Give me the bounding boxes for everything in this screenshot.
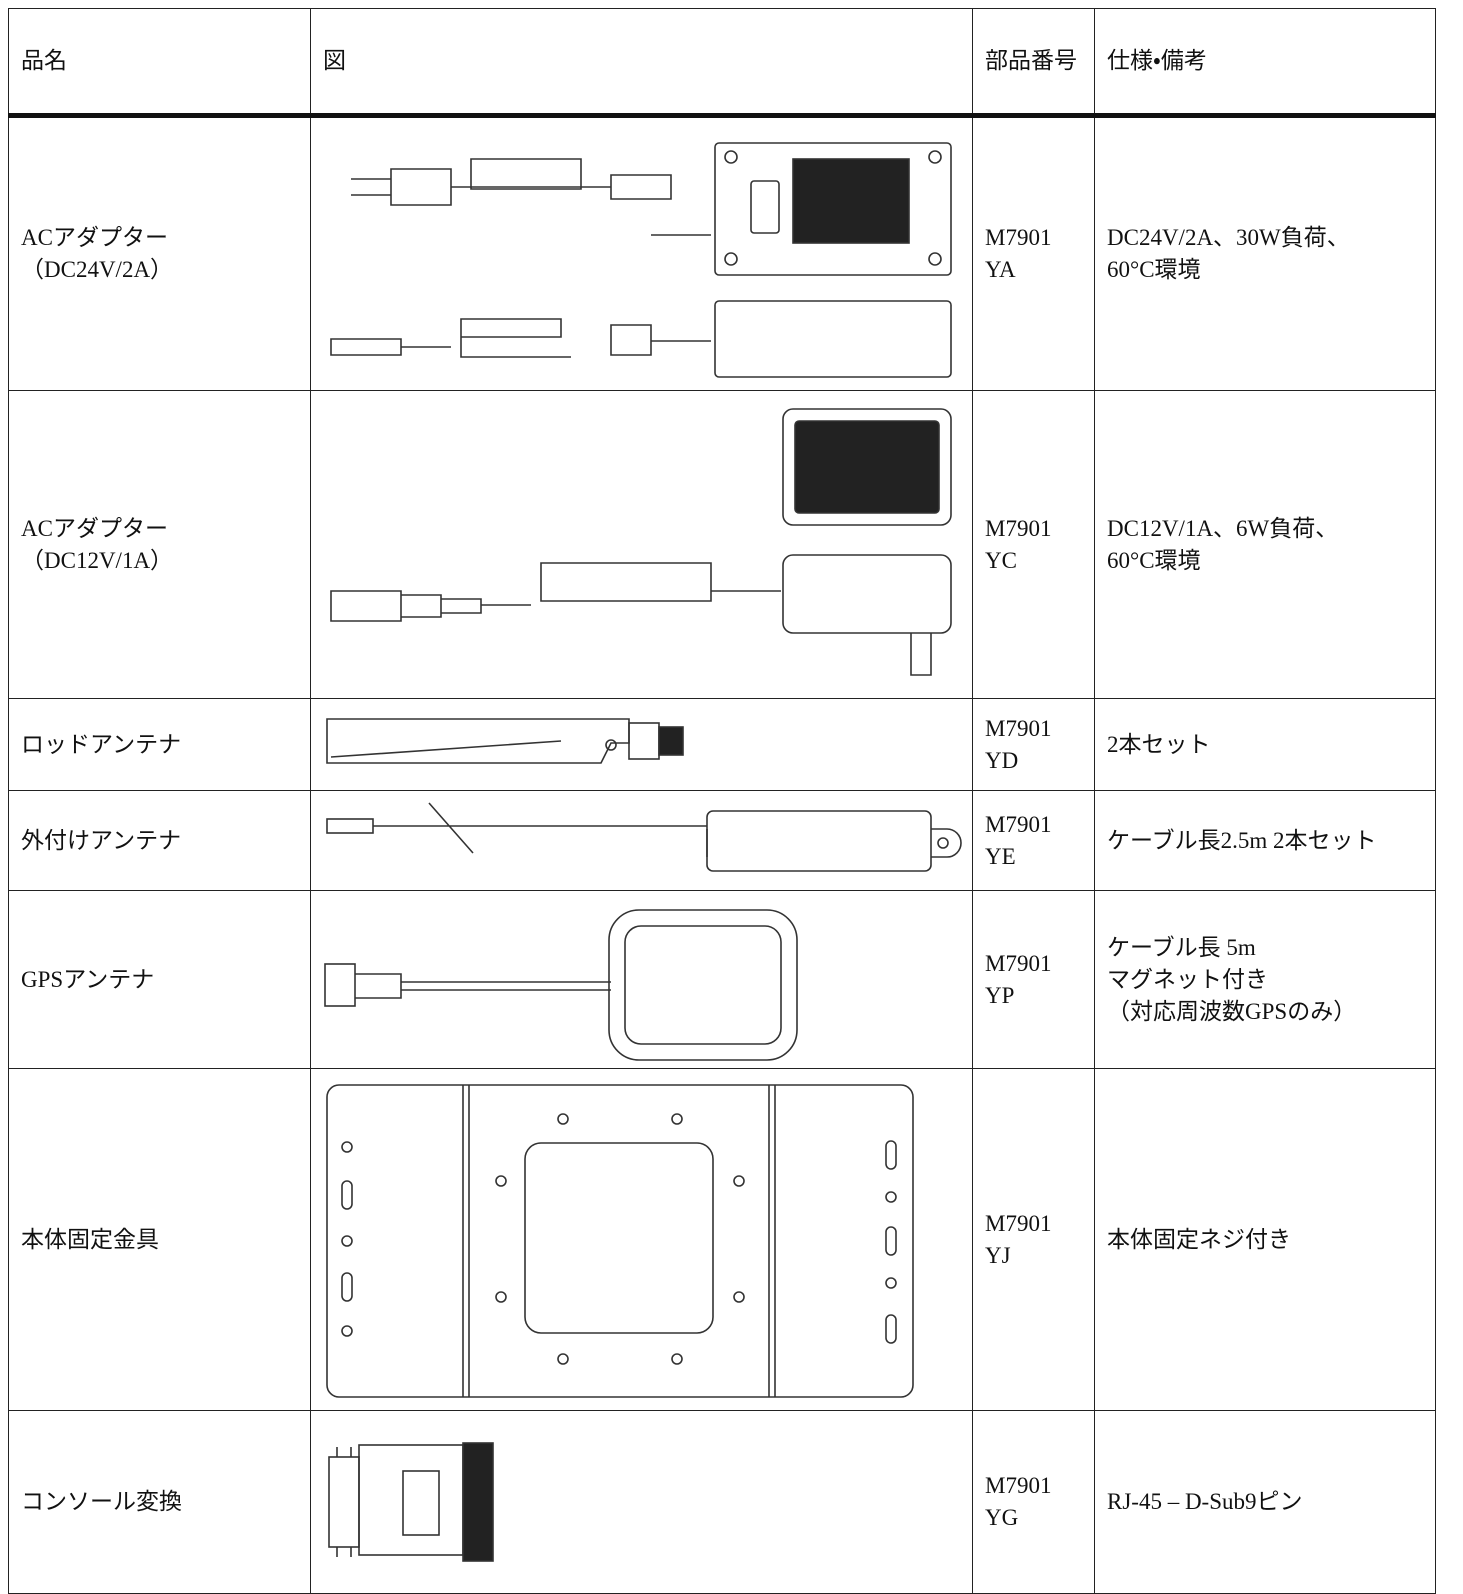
part-number: YP (985, 982, 1015, 1008)
spec-cell: ケーブル長 5m マグネット付き （対応周波数GPSのみ） (1094, 890, 1436, 1069)
item-name: ACアダプター (21, 515, 168, 541)
item-name: ACアダプター (21, 225, 168, 250)
spec: マグネット付き (1107, 966, 1268, 992)
part-number: M7901 (985, 1210, 1052, 1236)
part-number-cell: M7901 YC (972, 390, 1095, 699)
spec-cell: 2本セット (1094, 698, 1436, 791)
spec-cell: 本体固定ネジ付き (1094, 1068, 1436, 1411)
spec: DC24V/2A、30W負荷、 (1107, 225, 1350, 250)
part-number-cell: M7901 YE (972, 790, 1095, 891)
spec: （対応周波数GPSのみ） (1107, 998, 1357, 1024)
item-name-cell: コンソール変換 (8, 1410, 311, 1594)
illustration (330, 407, 952, 676)
spec-cell: DC12V/1A、6W負荷、 60°C環境 (1094, 390, 1436, 699)
header-cell: 部品番号 (972, 8, 1095, 118)
row: コンソール変換 M7901 YG RJ-45 – D-Sub9ピン (8, 1410, 1436, 1594)
row: ロッドアンテナ M7901 YD 2本セット (8, 698, 1436, 791)
spec: 本体固定ネジ付き (1107, 1226, 1291, 1252)
item-name: ロッドアンテナ (21, 731, 182, 757)
part-number: M7901 (985, 225, 1052, 250)
illustration (326, 1083, 914, 1398)
illustration (330, 142, 952, 378)
item-name: GPSアンテナ (21, 966, 155, 992)
header-cell: 品名 (8, 8, 311, 118)
spec: 60°C環境 (1107, 547, 1201, 573)
spec: DC12V/1A、6W負荷、 (1107, 515, 1339, 541)
spec: ケーブル長 5m (1107, 934, 1256, 960)
spec-cell: DC24V/2A、30W負荷、 60°C環境 (1094, 115, 1436, 391)
illustration (326, 801, 962, 872)
spec: 60°C環境 (1107, 257, 1201, 282)
illustration (328, 1442, 494, 1562)
part-number-cell: M7901 YJ (972, 1068, 1095, 1411)
part-number-cell: M7901 YA (972, 115, 1095, 391)
item-name-cell: ACアダプター （DC24V/2A） (8, 115, 311, 391)
part-number: YD (985, 747, 1019, 773)
part-number-cell: M7901 YD (972, 698, 1095, 791)
illustration-cell (310, 698, 973, 791)
spec: ケーブル長2.5m 2本セット (1107, 827, 1377, 853)
row: ACアダプター （DC24V/2A） M7901 YA DC24V/2A、30W負荷、… (8, 115, 1436, 391)
header-row: 品名 図 部品番号 仕様・備考 (8, 8, 1436, 118)
header-cell: 仕様・備考 (1094, 8, 1436, 118)
item-name: 本体固定金具 (21, 1226, 159, 1252)
item-name: （DC24V/2A） (21, 257, 174, 282)
part-number: M7901 (985, 515, 1052, 541)
row: 外付けアンテナ M7901 YE ケーブル長2.5m 2本セット (8, 790, 1436, 891)
spec: 2本セット (1107, 731, 1211, 757)
part-number: M7901 (985, 1473, 1052, 1498)
spec-cell: RJ-45 – D-Sub9ピン (1094, 1410, 1436, 1594)
part-number: M7901 (985, 715, 1052, 741)
spec: RJ-45 – D-Sub9ピン (1107, 1489, 1303, 1514)
header-cell: 図 (310, 8, 973, 118)
part-number: YA (985, 257, 1016, 282)
part-number-cell: M7901 YG (972, 1410, 1095, 1594)
illustration-cell (310, 1410, 973, 1594)
part-number: YG (985, 1505, 1019, 1530)
item-name-cell: 本体固定金具 (8, 1068, 311, 1411)
parts-table: 品名 図 部品番号 仕様・備考 ACアダプター （DC24V/2A） M7901 Y… (8, 8, 1436, 1594)
illustration (324, 908, 798, 1061)
item-name-cell: 外付けアンテナ (8, 790, 311, 891)
part-number-cell: M7901 YP (972, 890, 1095, 1069)
part-number: YE (985, 843, 1016, 869)
illustration-cell (310, 790, 973, 891)
row: ACアダプター （DC12V/1A） M7901 YC DC12V/1A、6W負荷、 6… (8, 390, 1436, 699)
illustration-cell (310, 1068, 973, 1411)
item-name-cell: ACアダプター （DC12V/1A） (8, 390, 311, 699)
part-number: YJ (985, 1242, 1011, 1268)
part-number: M7901 (985, 950, 1052, 976)
item-name: 外付けアンテナ (21, 827, 182, 853)
spec-cell: ケーブル長2.5m 2本セット (1094, 790, 1436, 891)
item-name-cell: ロッドアンテナ (8, 698, 311, 791)
illustration-cell (310, 115, 973, 391)
illustration-cell (310, 890, 973, 1069)
illustration (326, 717, 684, 764)
item-name-cell: GPSアンテナ (8, 890, 311, 1069)
illustration-cell (310, 390, 973, 699)
part-number: M7901 (985, 811, 1052, 837)
row: 本体固定金具 M7901 YJ 本体固定ネジ付き (8, 1068, 1436, 1411)
part-number: YC (985, 547, 1017, 573)
row: GPSアンテナ M7901 YP ケーブル長 5m マグネット付き （対応周波数GPSの… (8, 890, 1436, 1069)
item-name: （DC12V/1A） (21, 547, 174, 573)
item-name: コンソール変換 (21, 1489, 182, 1514)
